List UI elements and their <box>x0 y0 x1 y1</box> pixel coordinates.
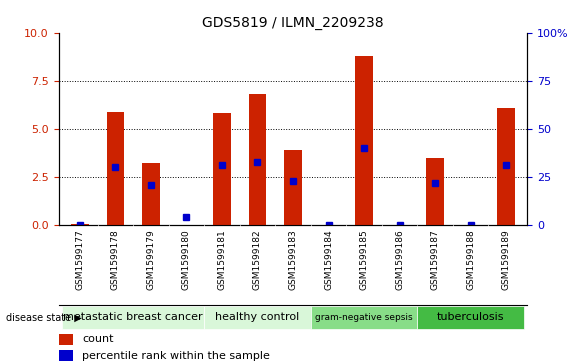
Text: GSM1599184: GSM1599184 <box>324 229 333 290</box>
Text: GSM1599178: GSM1599178 <box>111 229 120 290</box>
Text: GSM1599186: GSM1599186 <box>395 229 404 290</box>
Bar <box>213 114 231 225</box>
Bar <box>284 150 302 225</box>
Title: GDS5819 / ILMN_2209238: GDS5819 / ILMN_2209238 <box>202 16 384 30</box>
Text: GSM1599189: GSM1599189 <box>502 229 510 290</box>
FancyBboxPatch shape <box>311 306 417 329</box>
Bar <box>59 350 73 362</box>
Bar <box>107 111 124 225</box>
Text: GSM1599180: GSM1599180 <box>182 229 191 290</box>
Text: GSM1599182: GSM1599182 <box>253 229 262 290</box>
Bar <box>142 163 160 225</box>
Text: GSM1599188: GSM1599188 <box>466 229 475 290</box>
Text: GSM1599181: GSM1599181 <box>217 229 226 290</box>
Text: GSM1599185: GSM1599185 <box>360 229 369 290</box>
Text: gram-negative sepsis: gram-negative sepsis <box>315 313 413 322</box>
Text: disease state ▶: disease state ▶ <box>6 313 81 323</box>
Bar <box>497 108 515 225</box>
Bar <box>355 56 373 225</box>
FancyBboxPatch shape <box>417 306 524 329</box>
Bar <box>248 94 267 225</box>
Text: healthy control: healthy control <box>216 312 299 322</box>
Bar <box>59 334 73 345</box>
FancyBboxPatch shape <box>204 306 311 329</box>
Text: GSM1599187: GSM1599187 <box>431 229 440 290</box>
Text: tuberculosis: tuberculosis <box>437 312 505 322</box>
Text: count: count <box>82 334 114 344</box>
Text: metastatic breast cancer: metastatic breast cancer <box>63 312 203 322</box>
Text: GSM1599179: GSM1599179 <box>146 229 155 290</box>
Text: percentile rank within the sample: percentile rank within the sample <box>82 351 270 361</box>
Text: GSM1599183: GSM1599183 <box>288 229 298 290</box>
Text: GSM1599177: GSM1599177 <box>76 229 84 290</box>
Bar <box>426 158 444 225</box>
FancyBboxPatch shape <box>62 306 204 329</box>
Bar <box>71 224 89 225</box>
